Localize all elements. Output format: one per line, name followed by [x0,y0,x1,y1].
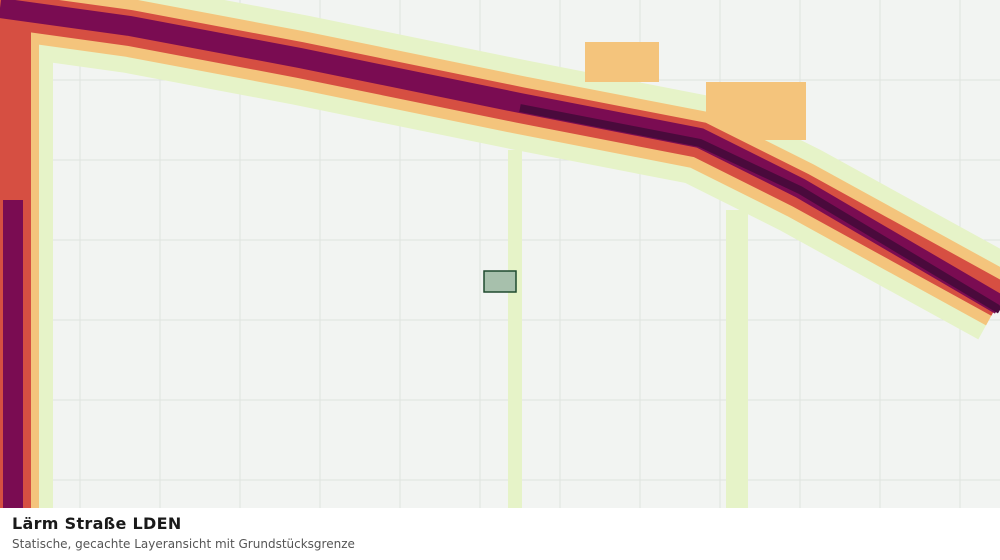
layer-title: Lärm Straße LDEN [12,514,182,533]
noise-bands [0,0,1000,508]
layer-subtitle: Statische, gecachte Layeransicht mit Gru… [12,537,355,551]
parcel-boundary[interactable] [483,270,517,293]
map-view [0,0,1000,508]
caption-panel: Lärm Straße LDEN Statische, gecachte Lay… [0,508,1000,560]
